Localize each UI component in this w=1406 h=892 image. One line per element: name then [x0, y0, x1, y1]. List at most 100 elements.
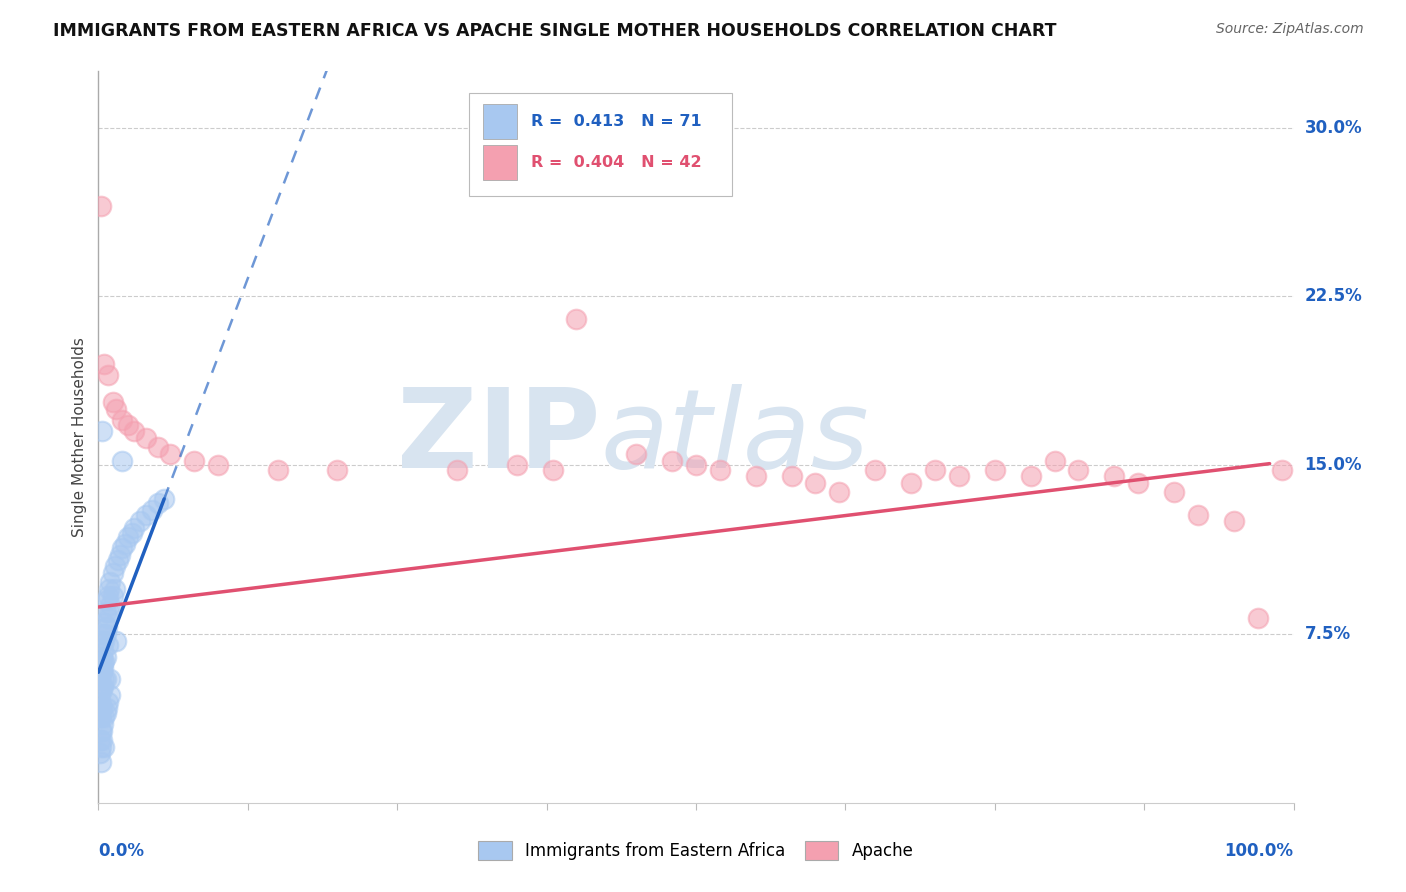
- Point: [90, 679, 112, 693]
- Text: 0.0%: 0.0%: [98, 842, 145, 860]
- Point: [98, 582, 121, 596]
- Point: [91, 732, 114, 747]
- Point: [93, 710, 115, 724]
- Point: [90, 739, 112, 754]
- Point: [89, 710, 111, 724]
- Point: [1271, 463, 1294, 477]
- Point: [745, 469, 768, 483]
- Point: [984, 463, 1007, 477]
- Point: [93, 615, 115, 630]
- Text: 15.0%: 15.0%: [1305, 456, 1362, 475]
- Point: [98, 598, 122, 612]
- Point: [135, 508, 157, 522]
- Point: [104, 559, 127, 574]
- Point: [124, 521, 146, 535]
- Point: [90, 665, 112, 680]
- Point: [91, 717, 114, 731]
- Point: [1104, 469, 1126, 483]
- Point: [91, 723, 114, 738]
- Point: [326, 463, 349, 477]
- Text: atlas: atlas: [600, 384, 869, 491]
- Legend: Immigrants from Eastern Africa, Apache: Immigrants from Eastern Africa, Apache: [478, 841, 914, 860]
- Point: [94, 672, 117, 686]
- Point: [948, 469, 970, 483]
- Point: [446, 463, 468, 477]
- Point: [98, 575, 122, 590]
- Point: [267, 463, 290, 477]
- Point: [1163, 485, 1185, 500]
- Point: [91, 661, 114, 675]
- Point: [97, 638, 120, 652]
- Point: [91, 679, 114, 693]
- FancyBboxPatch shape: [470, 94, 733, 195]
- Point: [89, 746, 111, 760]
- Point: [828, 485, 851, 500]
- Point: [94, 605, 117, 619]
- Point: [135, 431, 157, 445]
- Point: [541, 463, 564, 477]
- Point: [89, 688, 111, 702]
- Point: [91, 657, 114, 671]
- Text: ZIP: ZIP: [396, 384, 600, 491]
- Point: [94, 649, 117, 664]
- Point: [780, 469, 803, 483]
- Point: [91, 642, 114, 657]
- Point: [111, 541, 134, 556]
- Point: [91, 627, 114, 641]
- Point: [900, 476, 922, 491]
- Point: [89, 672, 111, 686]
- Point: [108, 548, 131, 562]
- Point: [101, 395, 124, 409]
- Point: [1187, 508, 1209, 522]
- Point: [105, 401, 128, 416]
- Text: R =  0.413   N = 71: R = 0.413 N = 71: [531, 113, 702, 128]
- Point: [804, 476, 827, 491]
- Point: [93, 739, 115, 754]
- Point: [97, 694, 120, 708]
- Point: [91, 665, 114, 680]
- Point: [89, 701, 111, 715]
- Point: [129, 515, 152, 529]
- Point: [207, 458, 229, 473]
- Point: [124, 425, 146, 439]
- Point: [1128, 476, 1150, 491]
- Point: [101, 589, 124, 603]
- Point: [98, 605, 121, 619]
- Point: [90, 657, 112, 671]
- Point: [685, 458, 707, 473]
- Point: [91, 425, 114, 439]
- Point: [101, 566, 124, 581]
- Point: [93, 672, 115, 686]
- Point: [98, 688, 122, 702]
- Point: [183, 453, 205, 467]
- Point: [97, 589, 120, 603]
- Point: [565, 312, 588, 326]
- Point: [90, 710, 112, 724]
- Point: [98, 672, 122, 686]
- Point: [117, 530, 139, 544]
- Point: [1067, 463, 1090, 477]
- Point: [91, 649, 114, 664]
- Text: R =  0.404   N = 42: R = 0.404 N = 42: [531, 155, 702, 170]
- FancyBboxPatch shape: [484, 103, 517, 138]
- Point: [90, 661, 112, 675]
- Point: [90, 723, 112, 738]
- Point: [90, 199, 112, 213]
- Point: [148, 496, 170, 510]
- Point: [104, 582, 127, 596]
- Point: [94, 627, 117, 641]
- Point: [111, 453, 134, 467]
- Text: Source: ZipAtlas.com: Source: ZipAtlas.com: [1216, 22, 1364, 37]
- Point: [661, 453, 683, 467]
- Point: [924, 463, 946, 477]
- Point: [865, 463, 887, 477]
- Point: [105, 633, 128, 648]
- Point: [117, 417, 139, 432]
- Text: 22.5%: 22.5%: [1305, 287, 1362, 305]
- Point: [107, 553, 129, 567]
- Point: [90, 756, 112, 770]
- Point: [111, 413, 134, 427]
- Point: [121, 525, 143, 540]
- Point: [96, 701, 118, 715]
- Point: [153, 491, 176, 506]
